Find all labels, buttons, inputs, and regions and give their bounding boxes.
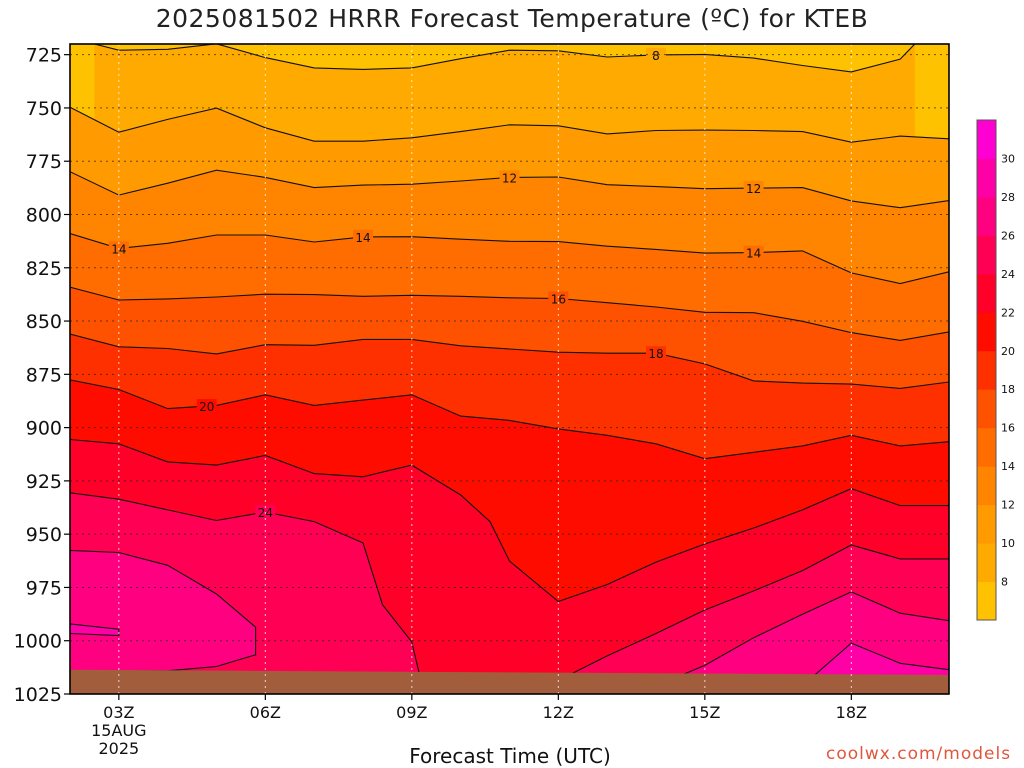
contour-label-bg (196, 399, 217, 414)
colorbar-swatch (977, 120, 996, 159)
colorbar-swatch (977, 504, 996, 544)
colorbar-tick-label: 18 (1001, 383, 1015, 396)
colorbar-tick-label: 28 (1001, 191, 1015, 204)
x-tick-sublabel: 2025 (98, 739, 139, 758)
colorbar-swatch (977, 389, 996, 429)
contour-label-bg (646, 346, 666, 361)
contour-line-14 (70, 232, 949, 285)
x-tick-label: 15Z (689, 703, 720, 722)
x-tick-sublabel: 15AUG (91, 721, 146, 740)
colorbar-swatch (977, 427, 996, 467)
colorbar-swatch (977, 196, 996, 236)
contour-label-bg (743, 245, 764, 260)
colorbar-swatch (977, 350, 996, 390)
colorbar-tick-label: 26 (1001, 229, 1015, 242)
y-tick-label: 1025 (14, 684, 62, 706)
y-tick-label: 875 (26, 364, 62, 386)
colorbar-tick-label: 8 (1001, 576, 1008, 589)
colorbar-tick-label: 24 (1001, 268, 1015, 281)
contour-label-bg (499, 170, 520, 185)
y-tick-label: 825 (26, 258, 62, 280)
colorbar-swatch (977, 273, 996, 313)
contour-line-10 (70, 106, 949, 143)
contour-label: 14 (746, 247, 761, 261)
y-tick-label: 775 (26, 151, 62, 173)
x-tick-label: 12Z (543, 703, 574, 722)
colorbar-frame (976, 119, 997, 621)
colorbar-tick-label: 10 (1001, 537, 1015, 550)
band-fill-24 (70, 492, 949, 694)
y-tick-label: 975 (26, 577, 62, 599)
y-tick-label: 950 (26, 524, 62, 546)
credit-link[interactable]: coolwx.com/models (826, 744, 1012, 764)
x-tick-label: 18Z (836, 703, 867, 722)
colorbar-tick-label: 30 (1001, 152, 1015, 165)
colorbar-swatch (977, 158, 996, 198)
terrain (70, 669, 949, 694)
plot-frame (69, 43, 950, 695)
contour-label-bg (548, 291, 569, 306)
colorbar-tick-label: 22 (1001, 306, 1015, 319)
contour-label-bg (743, 181, 764, 196)
colorbar-swatch (977, 543, 996, 583)
contour-label: 12 (502, 171, 517, 185)
colorbar-tick-label: 12 (1001, 499, 1015, 512)
x-tick-label: 06Z (250, 703, 281, 722)
colorbar-swatch (977, 235, 996, 275)
y-tick-label: 900 (26, 418, 62, 440)
contour-label-bg (353, 229, 373, 244)
contour-label: 18 (648, 347, 663, 361)
contour-line-26 (70, 549, 257, 672)
contour-line-22 (70, 438, 949, 603)
y-tick-label: 725 (26, 45, 62, 67)
x-tick-label: 09Z (396, 703, 427, 722)
chart-title: 2025081502 HRRR Forecast Temperature (ºC… (155, 4, 869, 33)
y-tick-label: 1000 (14, 631, 62, 653)
band-fill-28 (70, 623, 119, 636)
contour-line-18 (70, 333, 949, 389)
contour-label: 12 (746, 182, 761, 196)
x-tick-label: 03Z (103, 703, 134, 722)
y-tick-label: 750 (26, 98, 62, 120)
contour-line-8 (94, 44, 916, 73)
colorbar-swatch (977, 466, 996, 506)
colorbar-tick-label: 20 (1001, 345, 1015, 358)
contour-label: 16 (551, 292, 566, 306)
colorbar-tick-label: 16 (1001, 422, 1015, 435)
y-tick-label: 850 (26, 311, 62, 333)
contour-label-bg (646, 47, 666, 62)
colorbar-tick-label: 14 (1001, 460, 1015, 473)
contour-label: 14 (355, 231, 370, 245)
x-axis-label: Forecast Time (UTC) (409, 744, 611, 768)
y-tick-label: 925 (26, 471, 62, 493)
y-tick-label: 800 (26, 204, 62, 226)
colorbar-swatch (977, 312, 996, 352)
contour-label: 8 (652, 49, 660, 63)
colorbar-swatch (977, 581, 996, 621)
contour-label: 20 (199, 400, 214, 414)
